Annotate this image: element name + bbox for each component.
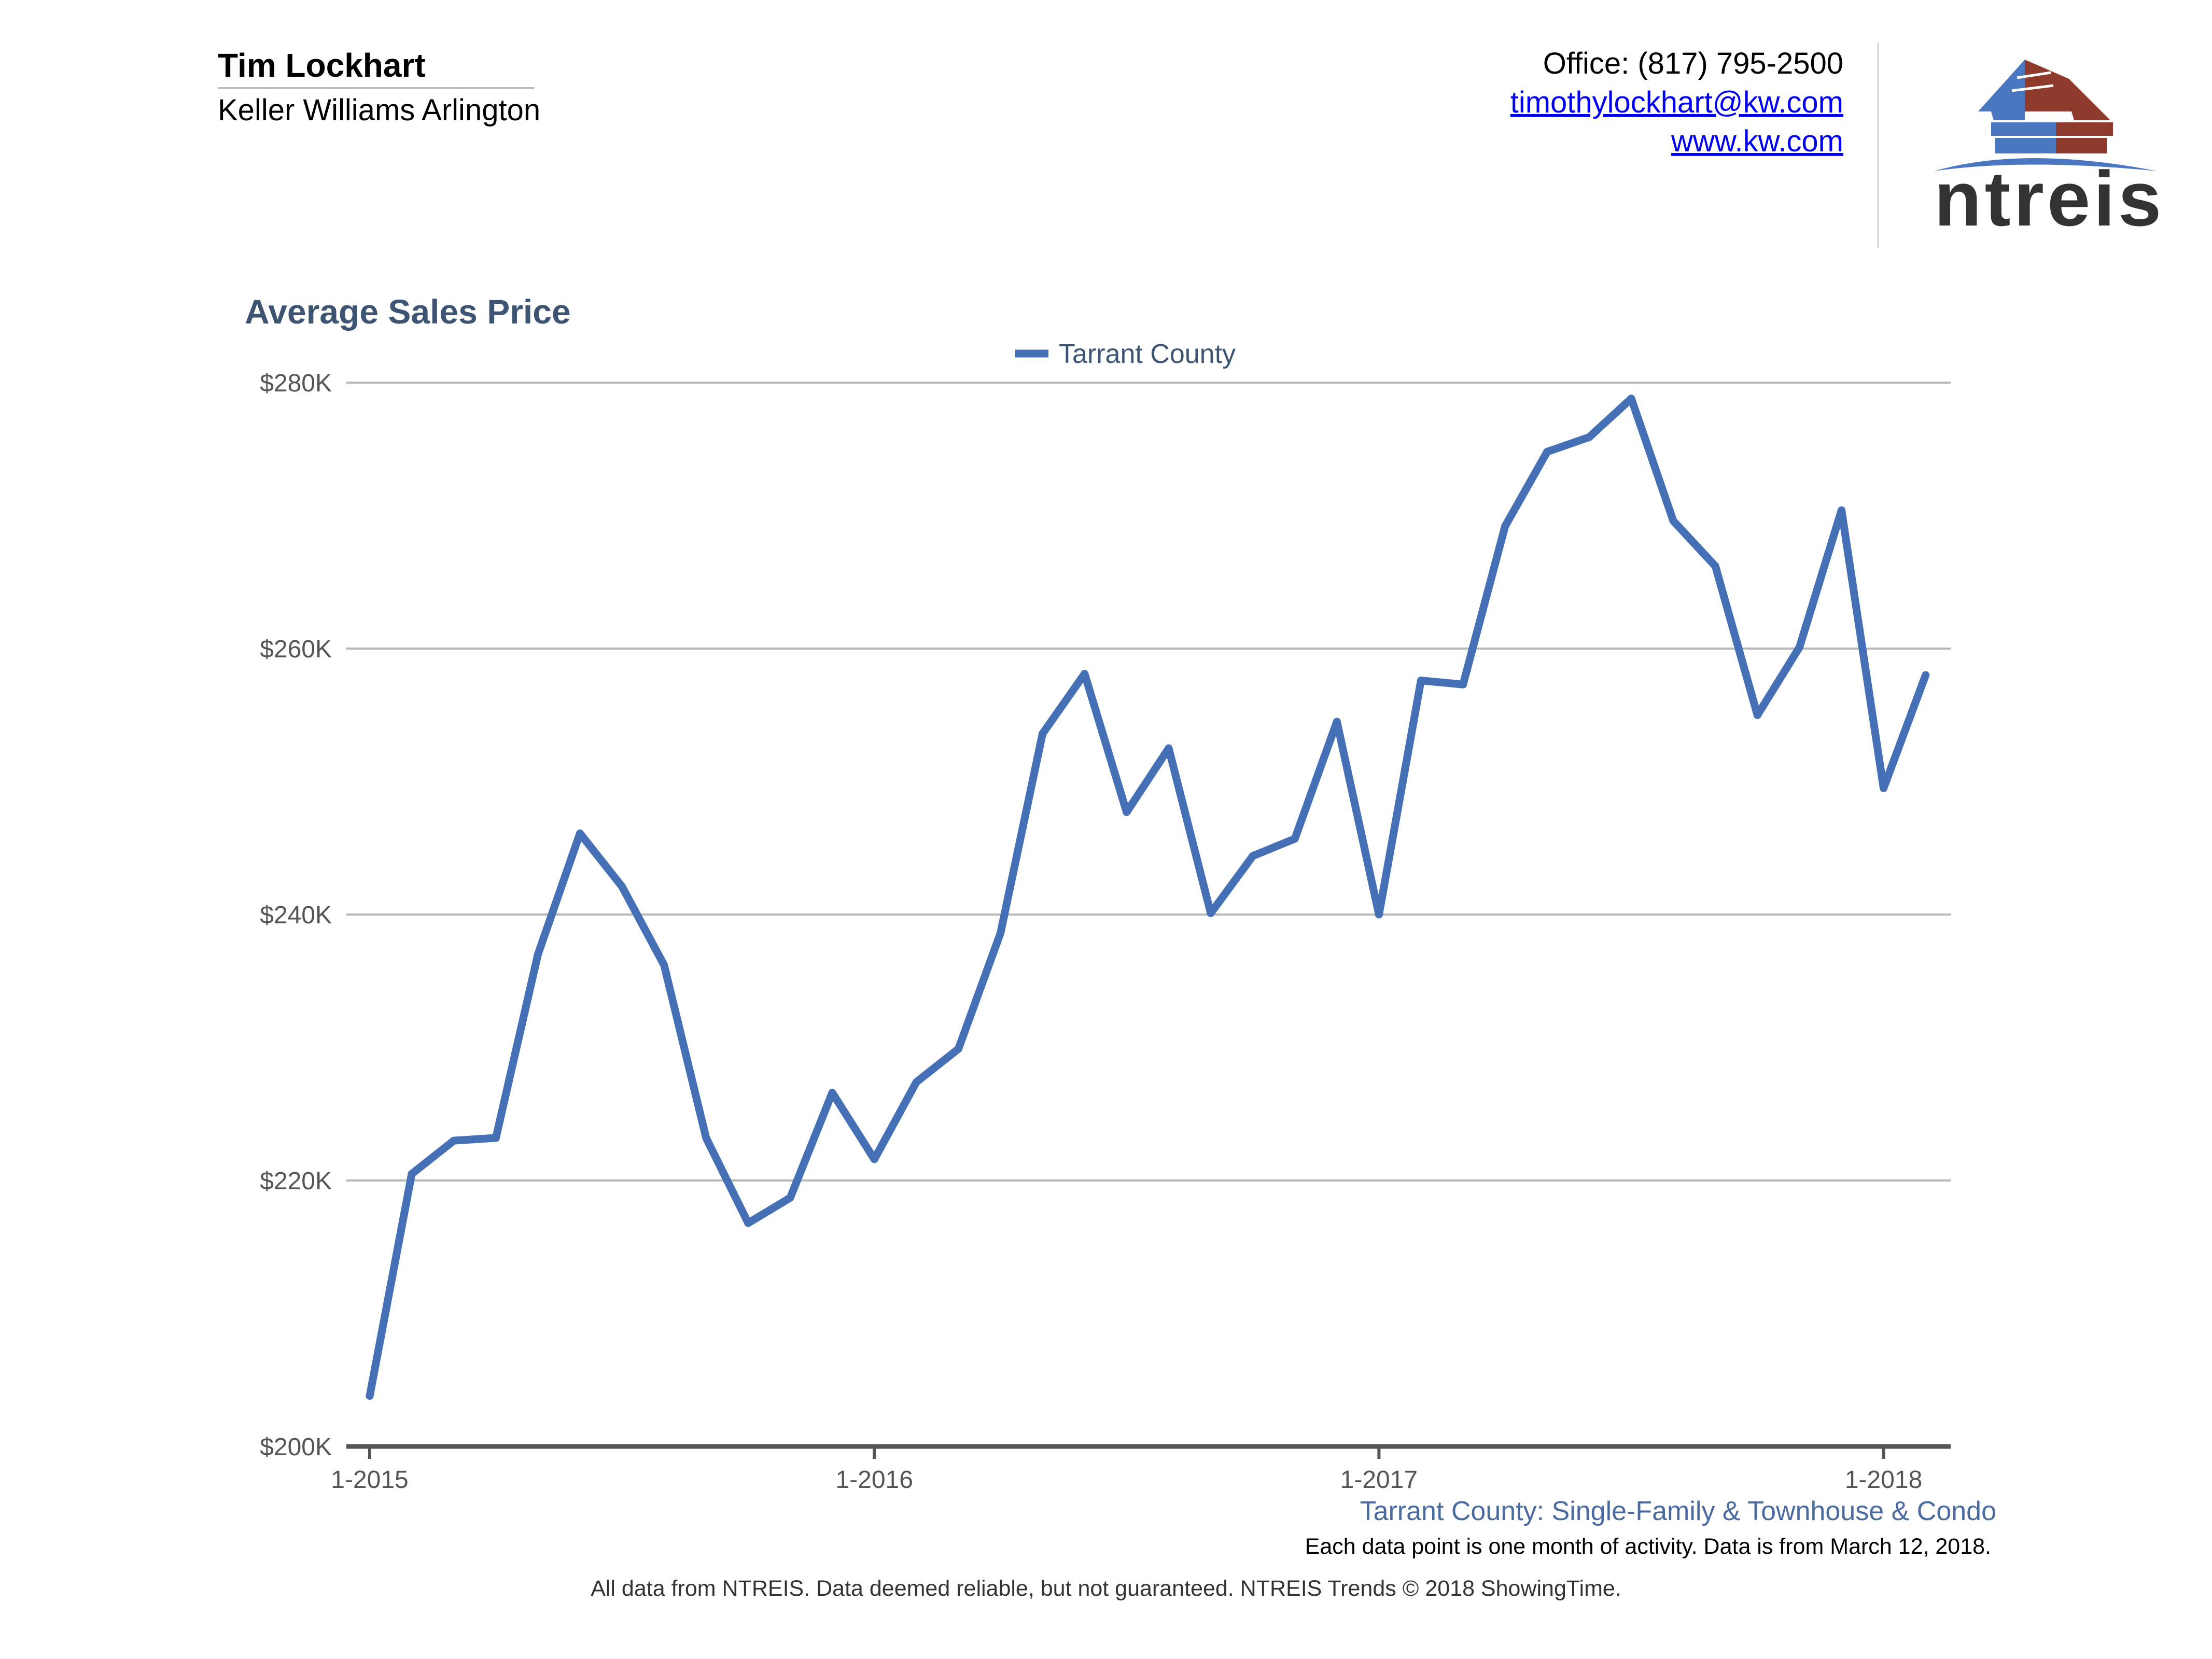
data-point xyxy=(1081,670,1089,678)
data-point xyxy=(1417,677,1425,685)
house-icon xyxy=(1978,60,2113,153)
logo-swoosh xyxy=(1934,158,2157,171)
data-point xyxy=(702,1134,710,1142)
y-tick-label: $220K xyxy=(260,1168,332,1195)
x-axis-ticks: 1-2015 1-2016 1-2017 1-2018 xyxy=(331,1446,1922,1494)
data-point xyxy=(660,961,668,969)
agent-company: Keller Williams Arlington xyxy=(218,93,540,127)
chart-grid xyxy=(346,382,1951,1182)
data-point xyxy=(1501,522,1509,530)
data-point xyxy=(1459,680,1467,688)
data-point xyxy=(1543,447,1551,456)
contact-block: Office: (817) 795-2500 timothylockhart@k… xyxy=(1510,47,1843,158)
x-tick-label: 1-2017 xyxy=(1340,1466,1418,1494)
ntreis-logo: ntreis xyxy=(1934,60,2164,242)
data-point xyxy=(1795,643,1803,651)
logo-text: ntreis xyxy=(1934,155,2164,242)
data-point xyxy=(1838,506,1845,514)
chart-title: Average Sales Price xyxy=(245,292,571,331)
data-point xyxy=(1333,718,1341,726)
disclaimer: All data from NTREIS. Data deemed reliab… xyxy=(591,1576,1621,1601)
y-tick-label: $200K xyxy=(260,1433,332,1461)
x-tick-label: 1-2015 xyxy=(331,1466,408,1494)
x-tick-label: 1-2018 xyxy=(1845,1466,1922,1494)
y-tick-label: $260K xyxy=(260,636,332,663)
data-point xyxy=(870,1155,878,1163)
data-point xyxy=(786,1193,794,1202)
data-point xyxy=(1753,711,1761,719)
data-point xyxy=(1249,852,1257,860)
data-point xyxy=(618,882,626,891)
data-point xyxy=(1880,784,1888,792)
data-point xyxy=(534,950,542,959)
y-tick-label: $240K xyxy=(260,902,332,929)
data-note: Each data point is one month of activity… xyxy=(1305,1534,1991,1559)
legend: Tarrant County xyxy=(1015,339,1236,369)
data-point xyxy=(1585,433,1593,441)
data-point xyxy=(1123,808,1131,816)
data-point xyxy=(954,1045,962,1053)
website-link[interactable]: www.kw.com xyxy=(1671,124,1843,158)
data-point xyxy=(492,1134,500,1142)
data-point xyxy=(1627,395,1635,403)
data-point xyxy=(828,1089,836,1097)
series-tarrant-county xyxy=(366,395,1930,1400)
data-point xyxy=(366,1392,374,1400)
email-link[interactable]: timothylockhart@kw.com xyxy=(1510,86,1843,119)
series-line xyxy=(366,395,1930,1400)
data-point xyxy=(1165,744,1173,752)
x-tick-label: 1-2016 xyxy=(835,1466,913,1494)
data-point xyxy=(576,830,584,837)
office-phone: Office: (817) 795-2500 xyxy=(1543,47,1843,80)
data-point xyxy=(450,1136,458,1145)
data-point xyxy=(912,1078,920,1086)
y-tick-label: $280K xyxy=(260,370,332,397)
data-point xyxy=(1711,562,1719,570)
data-point xyxy=(1922,671,1930,679)
data-point xyxy=(1039,729,1047,738)
data-point xyxy=(997,929,1004,937)
chart-caption: Tarrant County: Single-Family & Townhous… xyxy=(1360,1496,1996,1526)
data-point xyxy=(408,1170,416,1178)
data-point xyxy=(744,1219,752,1227)
agent-name: Tim Lockhart xyxy=(218,47,426,84)
legend-label: Tarrant County xyxy=(1059,339,1236,369)
y-axis-ticks: $200K $220K $240K $260K $280K xyxy=(260,370,332,1461)
data-point xyxy=(1375,910,1383,919)
data-point xyxy=(1291,835,1299,843)
agent-header: Tim Lockhart Keller Williams Arlington xyxy=(218,47,540,127)
data-point xyxy=(1669,517,1677,525)
data-point xyxy=(1207,909,1215,917)
